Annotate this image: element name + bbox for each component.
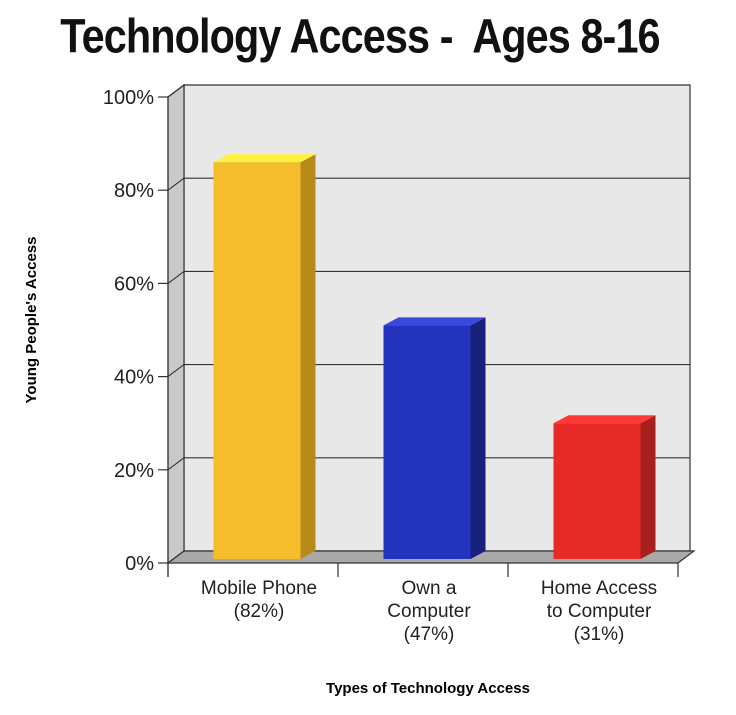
bar [553, 423, 641, 559]
chart-title: Technology Access - Ages 8-16 [60, 8, 659, 63]
x-tick-label: (31%) [574, 624, 625, 645]
plot-area: 0% 20% 40% 60% 80% 100% Mobile Phone(82%) Own a… [103, 83, 696, 645]
bar-side [640, 415, 656, 559]
x-tick-label: to Computer [547, 601, 652, 622]
x-tick-label: Own a [402, 578, 457, 599]
x-tick-label: Mobile Phone [201, 578, 317, 599]
y-tick-label: 100% [103, 87, 154, 109]
gridline [167, 84, 690, 98]
y-tick-label: 40% [114, 367, 154, 389]
bar-top [383, 317, 486, 326]
bar [213, 162, 301, 560]
y-tick-label: 20% [114, 460, 154, 482]
gridline [167, 457, 690, 471]
left-wall [167, 83, 185, 565]
gridline [167, 270, 690, 284]
gridline [167, 177, 690, 191]
x-axis-label: Types of Technology Access [326, 680, 530, 697]
bar [383, 325, 471, 559]
x-tick-label: (47%) [404, 624, 455, 645]
x-tick-label: (82%) [234, 601, 285, 622]
bar-side [300, 154, 316, 560]
y-tick-label: 80% [114, 180, 154, 202]
y-tick-label: 0% [125, 553, 154, 575]
y-tick-label: 60% [114, 273, 154, 295]
y-axis-label: Young People's Access [23, 237, 40, 404]
bar-top [553, 415, 656, 424]
x-tick-label: Home Access [541, 578, 657, 599]
bar-top [213, 154, 316, 163]
gridline [167, 364, 690, 378]
x-tick-label: Computer [387, 601, 471, 622]
bar-side [470, 317, 486, 559]
